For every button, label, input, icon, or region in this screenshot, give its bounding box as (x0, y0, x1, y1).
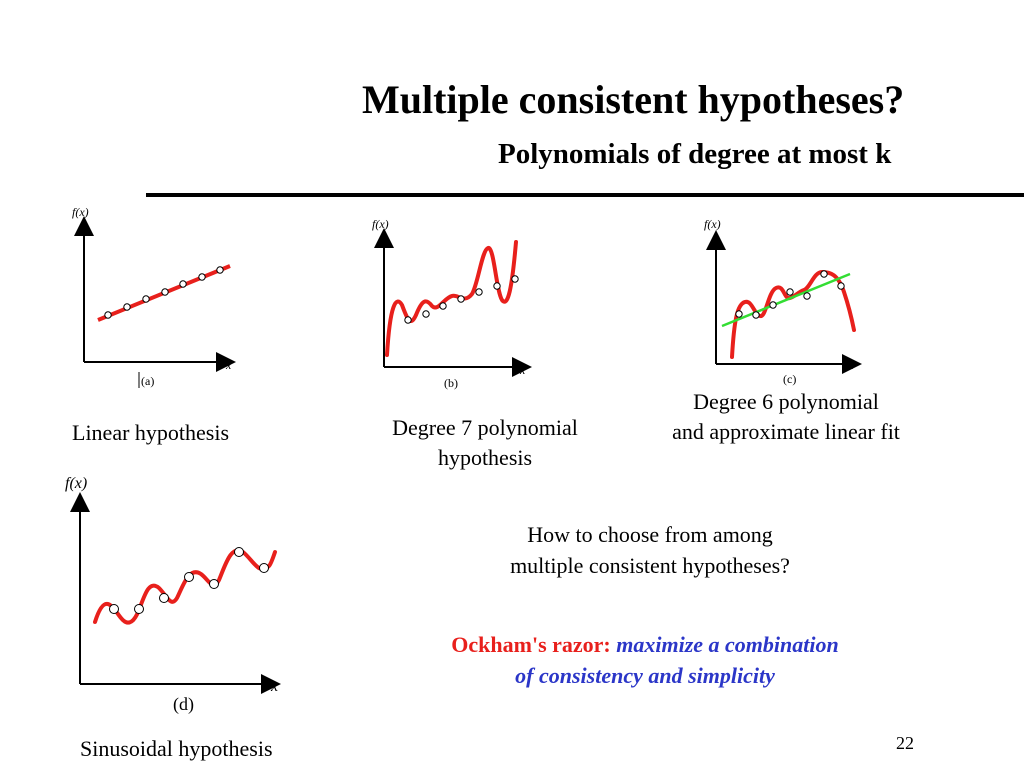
ockham-razor-text-2: of consistency and simplicity (515, 663, 775, 688)
caption-linear: Linear hypothesis (72, 420, 230, 445)
data-point (259, 563, 269, 573)
ockham-razor-statement: Ockham's razor: maximize a combination o… (380, 629, 910, 691)
caption-degree7: Degree 7 polynomial hypothesis (360, 413, 610, 473)
plot-d-panel-label: (d) (173, 694, 194, 714)
data-point (475, 288, 483, 296)
data-point (752, 311, 760, 319)
plot-b-curve (385, 240, 518, 357)
caption-degree7-line1: Degree 7 polynomial (392, 415, 578, 440)
caption-degree6: Degree 6 polynomial and approximate line… (640, 387, 932, 447)
data-point (820, 270, 828, 278)
data-point (786, 288, 794, 296)
data-point (159, 593, 169, 603)
slide-subtitle: Polynomials of degree at most k (498, 138, 892, 170)
data-point (216, 266, 224, 274)
plot-c-ylabel: f(x) (704, 217, 721, 231)
question-line1: How to choose from among (527, 522, 773, 547)
data-point (104, 311, 112, 319)
plot-a-panel-label: (a) (141, 374, 154, 388)
question-line2: multiple consistent hypotheses? (510, 553, 790, 578)
plot-b-data-points (404, 275, 519, 324)
plot-a-linear: f(x) x (a) (72, 205, 236, 388)
caption-degree6-line1: Degree 6 polynomial (693, 389, 879, 414)
ockham-razor-line1: Ockham's razor: maximize a combination (380, 629, 910, 660)
data-point (769, 301, 777, 309)
data-point (179, 280, 187, 288)
data-point (234, 547, 244, 557)
plot-d-data-points (109, 547, 269, 614)
plot-c-degree6: f(x) x (c) (704, 217, 862, 386)
data-point (457, 295, 465, 303)
data-point (493, 282, 501, 290)
plot-c-linear-fit (721, 272, 851, 328)
ockham-razor-line2: of consistency and simplicity (380, 660, 910, 691)
data-point (404, 316, 412, 324)
page-number: 22 (896, 733, 914, 753)
slide-title: Multiple consistent hypotheses? (362, 77, 905, 122)
plot-d-curve (93, 548, 277, 625)
plot-d-xlabel: x (270, 678, 278, 695)
data-point (803, 292, 811, 300)
data-point (511, 275, 519, 283)
plot-c-data-points (735, 270, 845, 319)
data-point (837, 282, 845, 290)
plot-c-panel-label: (c) (783, 372, 796, 386)
plot-b-degree7: f(x) x (b) (372, 217, 532, 390)
caption-degree6-line2: and approximate linear fit (672, 419, 900, 444)
data-point (109, 604, 119, 614)
plot-d-ylabel: f(x) (65, 475, 87, 492)
plot-b-xlabel: x (519, 363, 526, 377)
data-point (209, 579, 219, 589)
data-point (161, 288, 169, 296)
plot-d-sinusoidal: f(x) x (65, 475, 281, 695)
question-text: How to choose from among multiple consis… (470, 519, 830, 581)
data-point (142, 295, 150, 303)
ockham-razor-text-1: maximize a combination (616, 632, 839, 657)
plot-b-panel-label: (b) (444, 376, 458, 390)
plot-c-xlabel: x (847, 358, 854, 372)
caption-degree7-line2: hypothesis (437, 445, 533, 470)
data-point (198, 273, 206, 281)
plot-a-xlabel: x (225, 358, 232, 372)
data-point (735, 310, 743, 318)
data-point (184, 572, 194, 582)
plot-b-ylabel: f(x) (372, 217, 389, 231)
plot-a-data-points (104, 266, 224, 319)
plot-a-ylabel: f(x) (72, 205, 89, 219)
title-divider (146, 193, 1024, 197)
data-point (134, 604, 144, 614)
data-point (439, 302, 447, 310)
ockham-razor-label: Ockham's razor: (451, 632, 611, 657)
data-point (422, 310, 430, 318)
caption-sinusoidal: Sinusoidal hypothesis (80, 736, 273, 761)
data-point (123, 303, 131, 311)
